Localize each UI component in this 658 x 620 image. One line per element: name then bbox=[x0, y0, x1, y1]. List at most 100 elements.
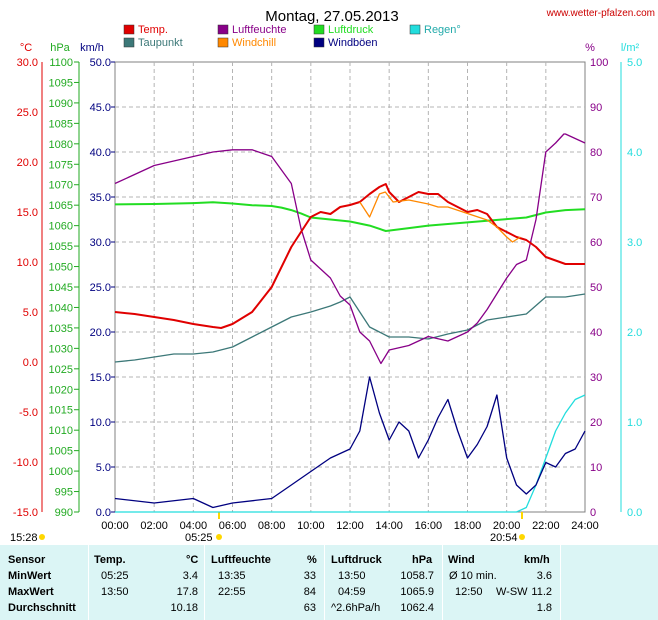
axis-tick-temp_c: 30.0 bbox=[17, 57, 38, 69]
axis-tick-rain: 0.0 bbox=[627, 507, 642, 519]
sunrise-time: 05:25 bbox=[185, 532, 213, 544]
stats-avg-label: Durchschnitt bbox=[8, 602, 76, 614]
axis-tick-percent: 10 bbox=[590, 462, 602, 474]
axis-tick-kmh: 15.0 bbox=[90, 372, 111, 384]
series-line-windchill bbox=[359, 191, 521, 243]
axis-tick-hpa: 1035 bbox=[49, 323, 73, 335]
legend-label: Luftfeuchte bbox=[232, 24, 286, 36]
axis-tick-kmh: 0.0 bbox=[96, 507, 111, 519]
stats-table: Sensor Temp. °C Luftfeuchte % Luftdruck … bbox=[0, 545, 658, 620]
axis-tick-percent: 70 bbox=[590, 192, 602, 204]
legend-label: Windchill bbox=[232, 37, 276, 49]
axis-tick-percent: 80 bbox=[590, 147, 602, 159]
series-line-taupunkt bbox=[114, 293, 586, 363]
x-tick-label: 12:00 bbox=[336, 520, 364, 532]
axis-tick-temp_c: 25.0 bbox=[17, 107, 38, 119]
axis-tick-percent: 90 bbox=[590, 102, 602, 114]
axis-tick-hpa: 1065 bbox=[49, 200, 73, 212]
stats-min-feuchte-val: 33 bbox=[303, 570, 316, 582]
axis-tick-temp_c: 0.0 bbox=[23, 357, 38, 369]
axis-tick-percent: 20 bbox=[590, 417, 602, 429]
series-line-luftfeuchte bbox=[114, 133, 586, 365]
page-title: Montag, 27.05.2013 bbox=[265, 8, 398, 25]
axis-tick-hpa: 1020 bbox=[49, 384, 73, 396]
axis-tick-hpa: 1070 bbox=[49, 180, 73, 192]
x-tick-label: 00:00 bbox=[101, 520, 129, 532]
stats-min-temp-val: 3.4 bbox=[182, 570, 198, 582]
x-tick-label: 10:00 bbox=[297, 520, 325, 532]
stats-min-druck-time: 13:50 bbox=[338, 570, 366, 582]
legend-label: Windböen bbox=[328, 37, 378, 49]
x-tick-label: 04:00 bbox=[180, 520, 208, 532]
axis-tick-temp_c: -15.0 bbox=[13, 507, 38, 519]
x-tick-label: 20:00 bbox=[493, 520, 521, 532]
stats-max-feuchte-val: 84 bbox=[303, 586, 316, 598]
axis-tick-hpa: 1060 bbox=[49, 221, 73, 233]
axis-tick-hpa: 1025 bbox=[49, 364, 73, 376]
x-tick-label: 18:00 bbox=[454, 520, 482, 532]
stats-header-wind-unit: km/h bbox=[524, 554, 550, 566]
axis-tick-hpa: 990 bbox=[55, 507, 73, 519]
axis-tick-rain: 1.0 bbox=[627, 417, 642, 429]
weather-chart: 00:00 02:00 04:00 06:00 08:00 10:00 12:00 14:00… bbox=[10, 8, 655, 544]
axis-tick-hpa: 1005 bbox=[49, 446, 73, 458]
stats-avg-druck-val: 1062.4 bbox=[400, 602, 434, 614]
axis-tick-kmh: 40.0 bbox=[90, 147, 111, 159]
axis-tick-hpa: 1055 bbox=[49, 241, 73, 253]
axis-tick-hpa: 1015 bbox=[49, 405, 73, 417]
axis-tick-percent: 100 bbox=[590, 57, 608, 69]
axis-tick-rain: 2.0 bbox=[627, 327, 642, 339]
series-line-regen bbox=[115, 394, 586, 513]
axis-unit-rain: l/m² bbox=[621, 42, 640, 54]
x-tick-label: 06:00 bbox=[219, 520, 247, 532]
stats-header-druck: Luftdruck bbox=[331, 554, 382, 566]
axis-tick-temp_c: 5.0 bbox=[23, 307, 38, 319]
x-tick-label: 08:00 bbox=[258, 520, 286, 532]
stats-header-wind: Wind bbox=[448, 554, 475, 566]
axis-tick-hpa: 1045 bbox=[49, 282, 73, 294]
stats-max-druck-val: 1065.9 bbox=[400, 586, 434, 598]
chart-series bbox=[114, 133, 586, 513]
axis-tick-hpa: 1080 bbox=[49, 139, 73, 151]
axis-tick-hpa: 1050 bbox=[49, 262, 73, 274]
x-tick-label: 24:00 bbox=[571, 520, 599, 532]
legend-swatch bbox=[123, 37, 135, 48]
stats-header-feuchte: Luftfeuchte bbox=[211, 554, 271, 566]
stats-min-wind-text: Ø 10 min. bbox=[449, 570, 497, 582]
axis-unit-temp_c: °C bbox=[20, 42, 32, 54]
axis-tick-percent: 0 bbox=[590, 507, 596, 519]
chart-grid bbox=[114, 61, 586, 513]
legend-swatch bbox=[409, 24, 421, 35]
stats-header-sensor: Sensor bbox=[8, 554, 46, 566]
axis-tick-temp_c: 10.0 bbox=[17, 257, 38, 269]
axis-tick-kmh: 35.0 bbox=[90, 192, 111, 204]
axis-tick-hpa: 1085 bbox=[49, 118, 73, 130]
axis-tick-temp_c: -5.0 bbox=[19, 407, 38, 419]
series-line-luftdruck bbox=[114, 201, 586, 232]
axis-tick-hpa: 1090 bbox=[49, 98, 73, 110]
axis-tick-kmh: 50.0 bbox=[90, 57, 111, 69]
legend-swatch bbox=[313, 24, 325, 35]
stats-max-wind-time: 12:50 bbox=[455, 586, 483, 598]
axis-tick-hpa: 995 bbox=[55, 487, 73, 499]
stats-avg-feuchte-val: 63 bbox=[303, 602, 316, 614]
axis-tick-hpa: 1000 bbox=[49, 466, 73, 478]
stats-max-label: MaxWert bbox=[8, 586, 54, 598]
stats-max-feuchte-time: 22:55 bbox=[218, 586, 246, 598]
stats-min-druck-val: 1058.7 bbox=[400, 570, 434, 582]
chart-axes: 00:00 02:00 04:00 06:00 08:00 10:00 12:00 14:00… bbox=[10, 42, 642, 544]
stats-min-feuchte-time: 13:35 bbox=[218, 570, 246, 582]
axis-tick-hpa: 1030 bbox=[49, 343, 73, 355]
axis-tick-kmh: 30.0 bbox=[90, 237, 111, 249]
axis-tick-kmh: 25.0 bbox=[90, 282, 111, 294]
sunset-time: 20:54 bbox=[490, 532, 518, 544]
legend-label: Regen° bbox=[424, 24, 461, 36]
x-tick-label: 14:00 bbox=[375, 520, 403, 532]
axis-tick-percent: 30 bbox=[590, 372, 602, 384]
axis-tick-hpa: 1100 bbox=[49, 57, 73, 69]
site-link[interactable]: www.wetter-pfalzen.com bbox=[546, 8, 655, 19]
axis-tick-temp_c: -10.0 bbox=[13, 457, 38, 469]
stats-max-temp-time: 13:50 bbox=[101, 586, 129, 598]
stats-min-temp-time: 05:25 bbox=[101, 570, 129, 582]
sun-icon bbox=[39, 534, 45, 540]
